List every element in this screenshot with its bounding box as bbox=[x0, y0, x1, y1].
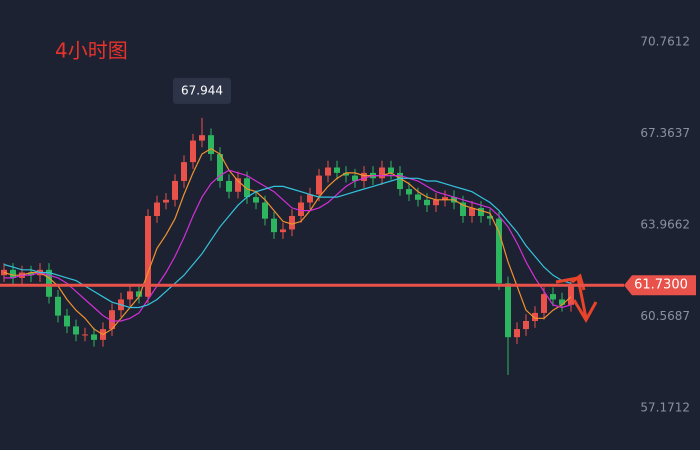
candle-body bbox=[91, 334, 97, 340]
candle-body bbox=[289, 215, 295, 230]
candle-body bbox=[10, 269, 16, 278]
moving-average-line bbox=[4, 169, 572, 322]
candle-body bbox=[424, 199, 430, 206]
candle-body bbox=[496, 218, 502, 284]
candle-body bbox=[253, 197, 259, 203]
candle-body bbox=[127, 291, 133, 300]
moving-average-line bbox=[3, 177, 572, 309]
candle-body bbox=[550, 294, 556, 300]
candle-body bbox=[136, 291, 142, 297]
candle-body bbox=[379, 167, 385, 179]
candle-body bbox=[406, 189, 412, 195]
candle-body bbox=[532, 312, 538, 322]
candle-body bbox=[244, 178, 250, 198]
candle-body bbox=[361, 172, 367, 181]
candle-body bbox=[298, 202, 304, 216]
annotation-label: 67.944 bbox=[181, 83, 223, 97]
candle-body bbox=[199, 135, 205, 141]
y-tick-label: 60.5687 bbox=[640, 309, 690, 323]
candle-body bbox=[181, 162, 187, 181]
candle-body bbox=[334, 167, 340, 173]
candle-body bbox=[46, 269, 52, 297]
candle-body bbox=[316, 175, 322, 195]
last-price-tag bbox=[624, 275, 696, 296]
candle-body bbox=[559, 299, 565, 305]
candle-body bbox=[64, 315, 70, 327]
candle-body bbox=[433, 199, 439, 206]
candle-body bbox=[343, 172, 349, 176]
plot bbox=[1, 117, 574, 375]
candle-body bbox=[271, 218, 277, 233]
y-tick-label: 57.1712 bbox=[640, 400, 690, 414]
candle-body bbox=[73, 326, 79, 335]
candle-body bbox=[226, 180, 232, 192]
candle-body bbox=[505, 283, 511, 338]
candle-body bbox=[487, 215, 493, 219]
candle-body bbox=[307, 194, 313, 203]
candle-body bbox=[523, 321, 529, 330]
candle-body bbox=[55, 296, 61, 316]
candle-body bbox=[352, 175, 358, 181]
candle-body bbox=[109, 310, 115, 330]
candle-body bbox=[145, 215, 151, 297]
chart-title: 4小时图 bbox=[55, 39, 128, 63]
candle-body bbox=[541, 294, 547, 313]
y-tick-label: 63.9662 bbox=[640, 217, 690, 231]
candle-body bbox=[325, 167, 331, 176]
candle-body bbox=[460, 202, 466, 216]
candle-body bbox=[28, 272, 34, 276]
candle-body bbox=[478, 207, 484, 216]
candle-body bbox=[514, 329, 520, 338]
candle-body bbox=[235, 178, 241, 192]
candle-body bbox=[82, 334, 88, 336]
candle-body bbox=[469, 207, 475, 216]
moving-average-line bbox=[3, 148, 572, 336]
candle-body bbox=[172, 180, 178, 200]
candle-body bbox=[388, 167, 394, 173]
candle-body bbox=[280, 229, 286, 233]
candle-body bbox=[415, 194, 421, 200]
candle-body bbox=[217, 154, 223, 181]
y-tick-label: 70.7612 bbox=[640, 34, 690, 48]
candle-body bbox=[442, 197, 448, 200]
candle-body bbox=[262, 202, 268, 219]
candle-body bbox=[568, 285, 574, 305]
last-price-label: 61.7300 bbox=[634, 278, 688, 293]
candle-body bbox=[208, 135, 214, 155]
candle-body bbox=[190, 140, 196, 163]
candle-body bbox=[163, 199, 169, 203]
y-tick-label: 67.3637 bbox=[640, 126, 690, 140]
candle-body bbox=[397, 172, 403, 190]
candle-body bbox=[154, 202, 160, 216]
annotation-box bbox=[173, 77, 231, 104]
